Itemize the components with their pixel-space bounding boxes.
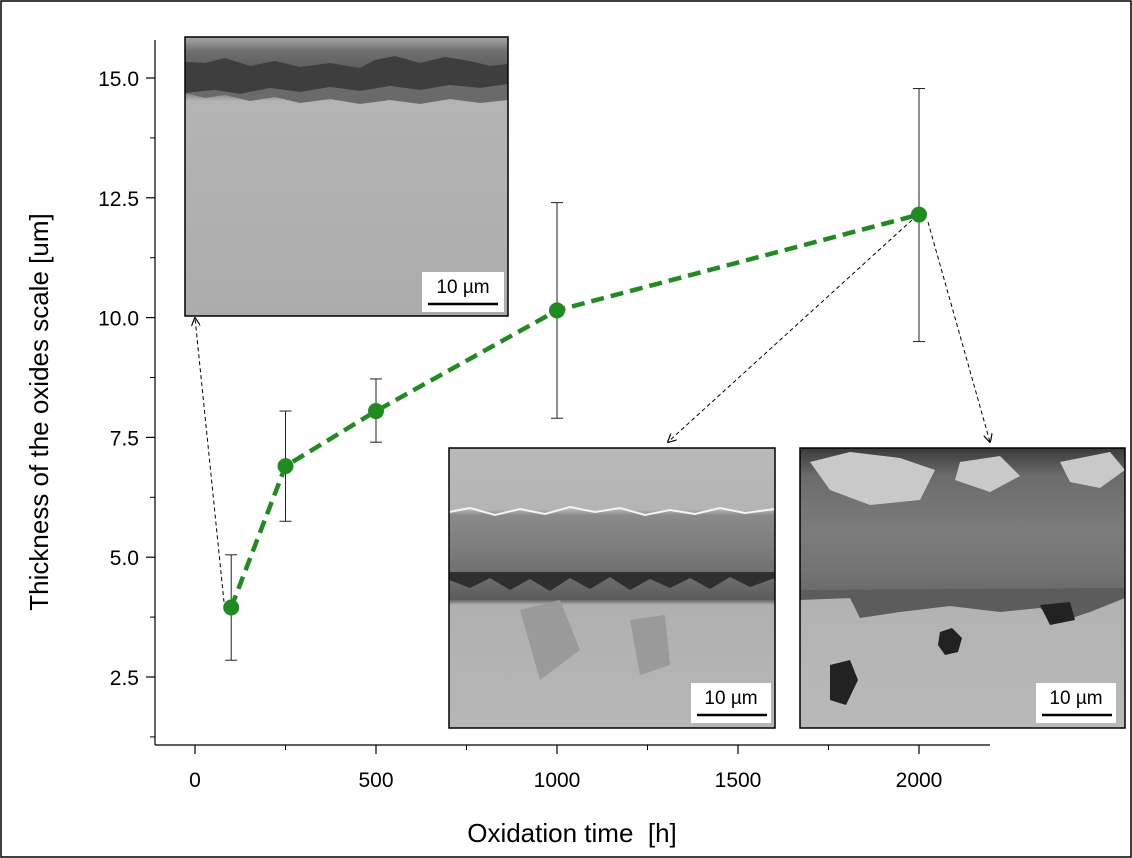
data-point-500h bbox=[368, 403, 384, 420]
y-tick-label-2.5: 2.5 bbox=[110, 667, 139, 690]
x-tick-label-500: 500 bbox=[358, 769, 393, 792]
micrograph-2000h-scale-label: 10 µm bbox=[1049, 688, 1102, 709]
arrow-to-micrograph-2000h bbox=[927, 221, 990, 442]
micrograph-100h-border bbox=[184, 36, 509, 317]
y-tick-label-5: 5.0 bbox=[110, 547, 139, 570]
series-dashed-line bbox=[229, 212, 920, 609]
arrow-to-micrograph-1000h bbox=[668, 219, 913, 442]
y-tick-label-10: 10.0 bbox=[98, 308, 139, 331]
x-axis-title: Oxidation time [h] bbox=[467, 818, 677, 848]
micrograph-1000h-scale-bg bbox=[691, 683, 771, 723]
micrograph-1000h-border bbox=[448, 447, 776, 729]
micrograph-1000h-grains bbox=[520, 600, 670, 680]
y-tick-label-7.5: 7.5 bbox=[110, 427, 139, 450]
arrow-to-micrograph-100h bbox=[195, 318, 225, 603]
micrograph-100h-scale-bg bbox=[422, 272, 504, 312]
data-point-1000h bbox=[549, 302, 565, 319]
micrograph-2000h-scale-bottom bbox=[800, 588, 1125, 622]
y-tick-label-12.5: 12.5 bbox=[98, 188, 139, 211]
micrograph-100h-scale-label: 10 µm bbox=[436, 277, 489, 298]
x-tick-label-1000: 1000 bbox=[534, 769, 581, 792]
micrograph-2000h-top-grains bbox=[810, 452, 1125, 505]
micrograph-2000h-pores bbox=[830, 602, 1075, 705]
y-axis-title: Thickness of the oxides scale [um] bbox=[24, 213, 54, 610]
micrograph-1000h-pores bbox=[449, 572, 775, 591]
x-tick-label-2000: 2000 bbox=[896, 769, 943, 792]
micrograph-100h-outer-scale bbox=[185, 56, 508, 94]
data-point-250h bbox=[277, 458, 294, 475]
micrograph-2000h: 10 µm bbox=[799, 447, 1126, 729]
micrograph-1000h-scale-top bbox=[448, 505, 776, 517]
micrograph-2000h-scale-bg bbox=[1036, 683, 1116, 723]
micrograph-1000h: 10 µm bbox=[448, 447, 776, 729]
data-point-2000h bbox=[911, 206, 927, 223]
x-tick-label-0: 0 bbox=[189, 769, 201, 792]
data-point-100h bbox=[223, 599, 240, 616]
micrograph-100h: 10 µm bbox=[184, 36, 509, 317]
micrograph-1000h-scale-label: 10 µm bbox=[704, 688, 757, 709]
micrograph-100h-inner-scale bbox=[185, 84, 508, 104]
y-tick-label-15: 15.0 bbox=[98, 68, 139, 91]
micrograph-1000h-image bbox=[449, 448, 775, 728]
micrograph-2000h-border bbox=[799, 447, 1126, 729]
x-tick-label-1500: 1500 bbox=[715, 769, 762, 792]
